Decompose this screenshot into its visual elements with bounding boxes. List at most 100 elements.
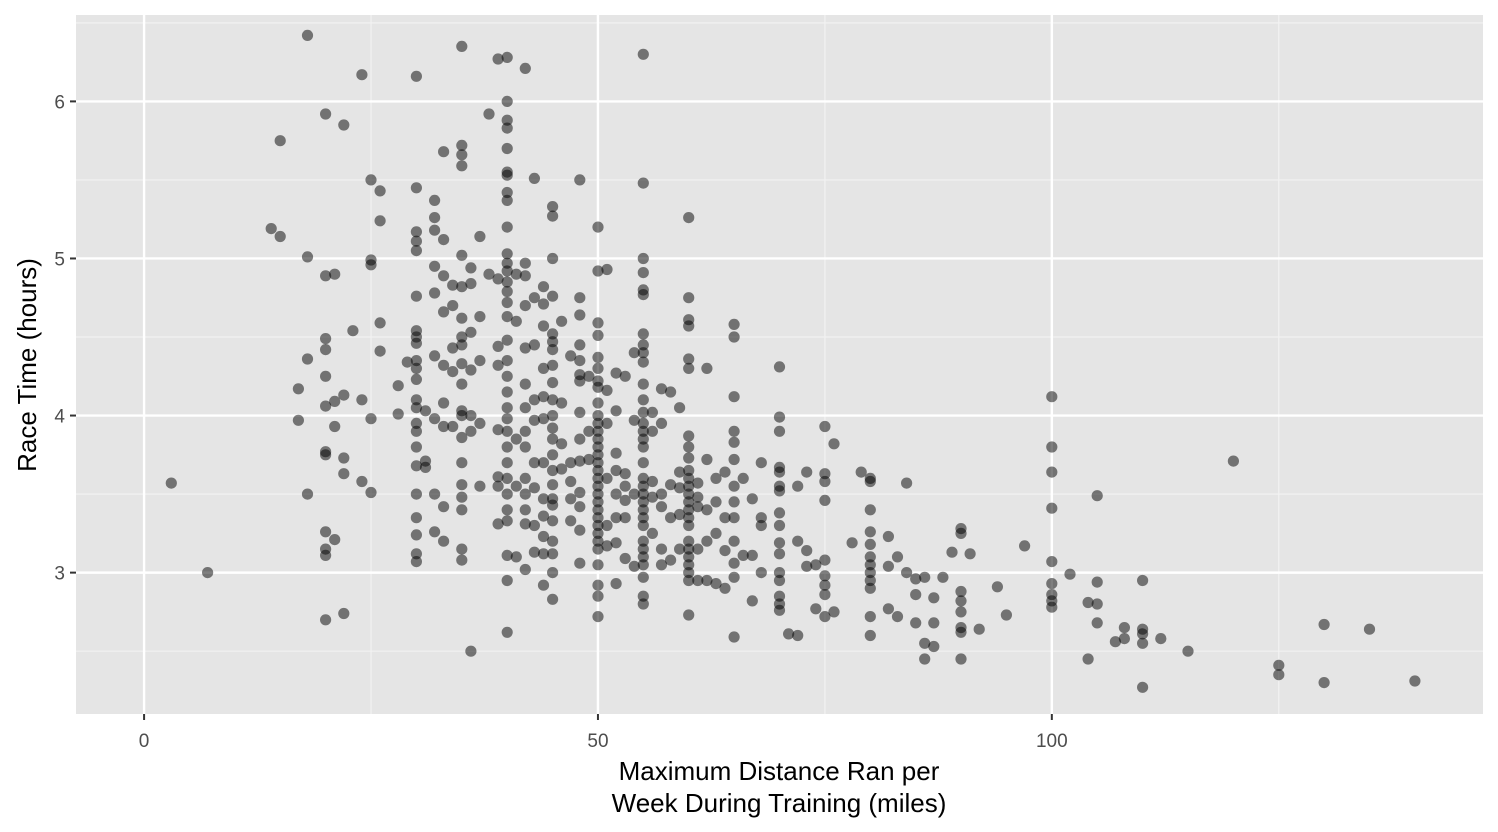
data-point xyxy=(801,560,813,572)
data-point xyxy=(429,526,441,538)
data-point xyxy=(828,438,840,450)
data-point xyxy=(447,366,459,378)
data-point xyxy=(637,496,649,508)
data-point xyxy=(410,337,422,349)
data-point xyxy=(519,518,531,530)
data-point xyxy=(474,355,486,367)
data-point xyxy=(683,480,695,492)
data-point xyxy=(338,468,350,480)
data-point xyxy=(637,519,649,532)
data-point xyxy=(465,278,477,290)
data-point xyxy=(1046,556,1058,568)
data-point xyxy=(755,512,767,524)
data-point xyxy=(410,373,422,385)
data-point xyxy=(665,479,677,491)
data-point xyxy=(410,425,422,437)
data-point xyxy=(301,488,314,500)
data-point xyxy=(565,515,577,527)
data-point xyxy=(683,512,695,524)
data-point xyxy=(601,472,613,484)
data-point xyxy=(547,252,559,265)
data-point xyxy=(501,402,513,414)
data-point xyxy=(683,574,695,587)
data-point xyxy=(637,328,649,340)
data-point xyxy=(819,420,831,433)
data-point xyxy=(574,455,586,467)
data-point xyxy=(410,235,422,247)
data-point xyxy=(1046,502,1058,514)
data-point xyxy=(465,645,477,657)
data-point xyxy=(501,194,513,206)
data-point xyxy=(864,551,876,563)
data-point xyxy=(519,402,531,414)
data-point xyxy=(519,300,531,312)
data-point xyxy=(1137,574,1149,587)
data-point xyxy=(429,260,441,272)
data-point xyxy=(864,504,876,516)
data-point xyxy=(619,494,631,506)
data-point xyxy=(864,567,876,579)
data-point xyxy=(365,174,377,186)
data-point xyxy=(746,549,758,562)
data-point xyxy=(492,518,504,530)
data-point xyxy=(202,567,214,579)
data-point xyxy=(601,519,613,532)
data-point xyxy=(710,496,722,508)
data-point xyxy=(528,519,541,532)
data-point xyxy=(574,486,586,499)
data-point xyxy=(456,410,468,422)
data-point xyxy=(610,578,622,590)
data-point xyxy=(510,551,522,563)
data-point xyxy=(674,482,686,494)
data-point xyxy=(274,230,286,243)
data-point xyxy=(456,491,468,503)
data-point xyxy=(347,325,359,337)
data-point xyxy=(864,611,876,623)
data-point xyxy=(419,461,432,473)
data-point xyxy=(701,453,713,466)
data-point xyxy=(592,425,604,437)
data-point xyxy=(637,590,649,602)
x-axis-title-line-2: Week During Training (miles) xyxy=(612,788,947,818)
data-point xyxy=(329,420,341,433)
data-point xyxy=(792,535,804,547)
y-tick-label: 4 xyxy=(54,407,65,428)
y-axis: 3 4 5 6 xyxy=(54,92,76,585)
data-point xyxy=(1318,677,1330,689)
data-point xyxy=(492,471,504,483)
data-point xyxy=(592,410,604,422)
data-point xyxy=(519,504,531,516)
data-point xyxy=(637,177,649,189)
data-point xyxy=(864,574,876,587)
x-axis-title-line-1: Maximum Distance Ran per xyxy=(619,756,940,786)
data-point xyxy=(292,383,304,395)
data-point xyxy=(501,488,513,500)
data-point xyxy=(465,425,477,437)
data-point xyxy=(855,466,867,478)
data-point xyxy=(456,504,468,516)
data-point xyxy=(592,579,604,591)
data-point xyxy=(683,496,695,508)
data-point xyxy=(683,452,695,464)
data-point xyxy=(528,172,541,184)
data-point xyxy=(1000,609,1013,621)
data-point xyxy=(547,433,559,445)
data-point xyxy=(991,581,1004,593)
data-point xyxy=(719,582,731,594)
data-point xyxy=(773,361,786,373)
data-point xyxy=(410,460,422,472)
data-point xyxy=(637,457,649,469)
data-point xyxy=(683,353,695,365)
data-point xyxy=(456,554,468,566)
data-point xyxy=(1273,669,1285,681)
data-point xyxy=(501,248,513,260)
data-point xyxy=(528,414,541,426)
data-point xyxy=(501,334,513,346)
data-point xyxy=(655,501,668,513)
data-point xyxy=(429,224,441,236)
data-point xyxy=(910,617,922,629)
data-point xyxy=(592,464,604,477)
data-point xyxy=(547,410,559,422)
data-point xyxy=(547,328,559,340)
data-point xyxy=(537,413,550,425)
